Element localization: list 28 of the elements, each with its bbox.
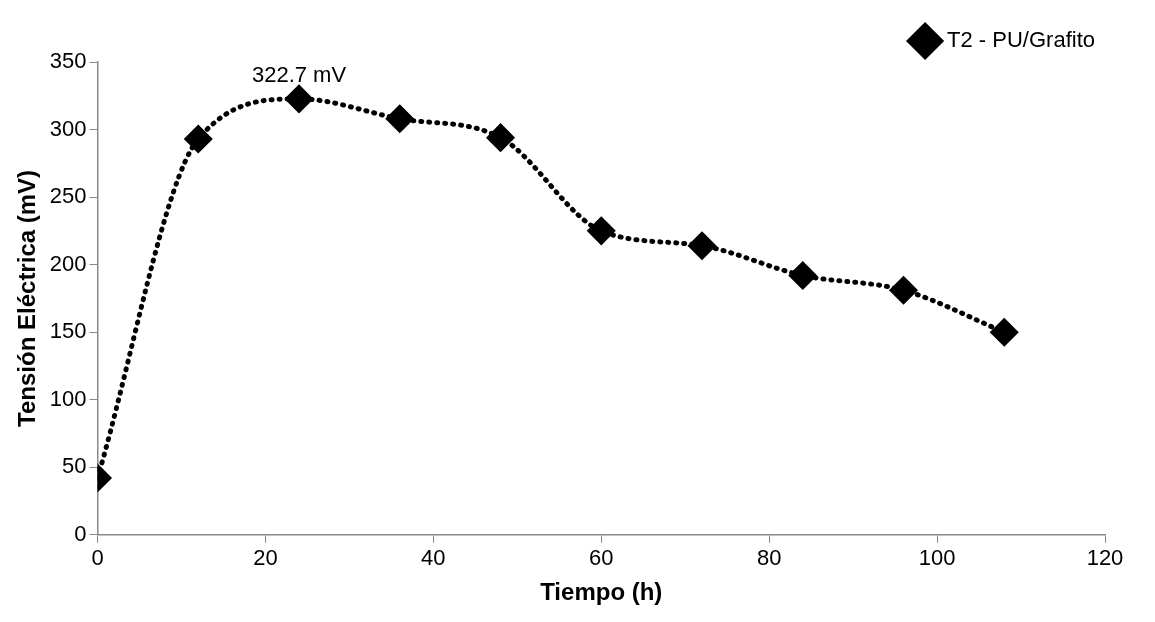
point: [184, 125, 212, 153]
point: [487, 124, 514, 152]
annotation: 322.7 mV: [251, 61, 347, 87]
y-tick-label: 250: [49, 183, 87, 209]
y-tick-label: 50: [62, 453, 87, 479]
x-tick-label: 0: [91, 545, 104, 571]
x-tick-label: 120: [1086, 545, 1124, 571]
point: [285, 85, 313, 113]
point: [789, 261, 817, 289]
point: [688, 232, 716, 260]
x-tick-label: 60: [589, 545, 614, 571]
y-tick-label: 300: [49, 115, 87, 141]
y-tick-label: 100: [49, 385, 87, 411]
y-axis-title: Tensión Eléctrica (mV): [13, 169, 41, 427]
legend-label: T2 - PU/Grafito: [947, 27, 1095, 53]
point: [587, 217, 615, 245]
x-tick-label: 20: [253, 545, 278, 571]
x-tick-label: 100: [918, 545, 956, 571]
point: [890, 276, 917, 304]
y-tick-label: 200: [49, 250, 87, 276]
x-tick-label: 40: [421, 545, 446, 571]
y-tick-label: 150: [49, 318, 87, 344]
y-tick-label: 0: [74, 520, 87, 546]
y-tick-label: 350: [49, 48, 87, 74]
x-axis-title: Tiempo (h): [540, 578, 663, 606]
point: [990, 318, 1018, 346]
x-tick-label: 80: [756, 545, 782, 571]
point: [386, 105, 414, 133]
